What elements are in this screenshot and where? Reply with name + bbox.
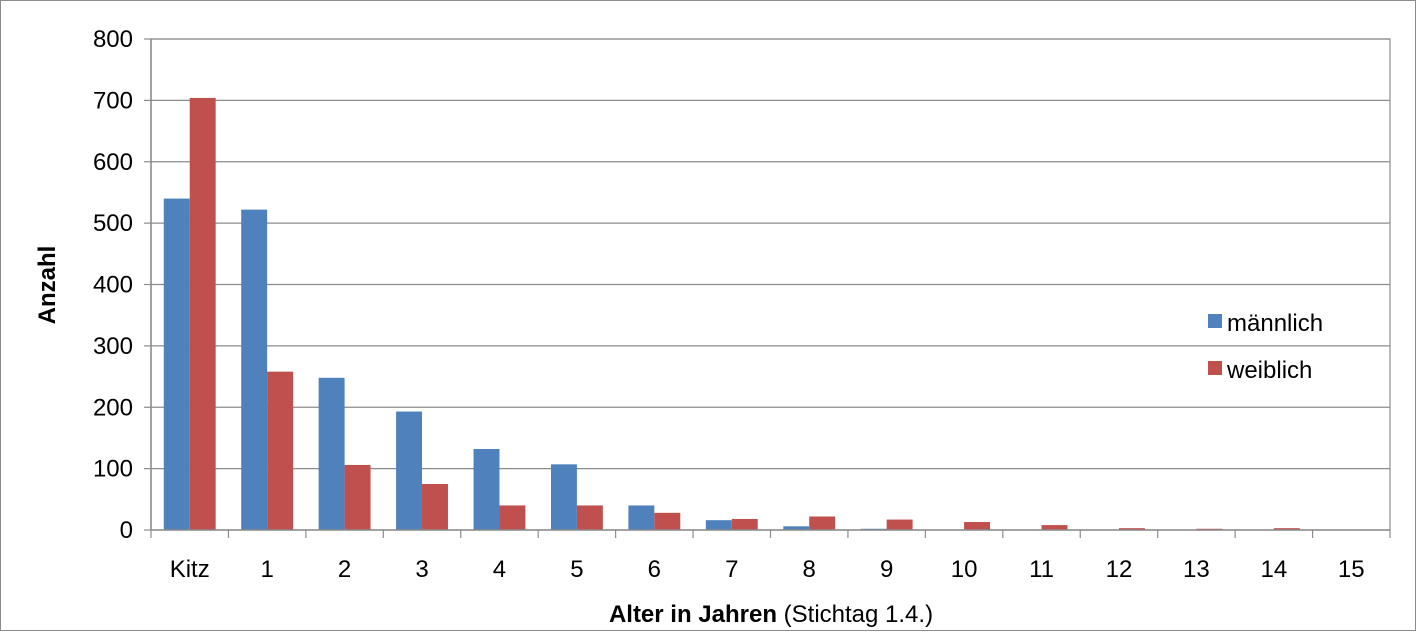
bar-weiblich	[731, 518, 758, 530]
x-tick-label: 6	[648, 556, 661, 583]
x-tick-label: 7	[725, 556, 738, 583]
bar-maennlich	[396, 411, 423, 530]
x-tick-label: 13	[1183, 556, 1210, 583]
x-tick-label: 12	[1106, 556, 1133, 583]
legend-label-maennlich: männlich	[1227, 310, 1323, 337]
x-axis-title-note: (Stichtag 1.4.)	[777, 601, 933, 628]
bar-weiblich	[1118, 528, 1145, 530]
x-tick-label: 10	[951, 556, 978, 583]
x-axis-title-main: Alter in Jahren	[609, 601, 777, 628]
x-tick-label: 14	[1260, 556, 1287, 583]
y-tick-label: 300	[93, 333, 133, 360]
bar-maennlich	[783, 526, 810, 530]
axes	[144, 38, 1391, 538]
x-tick-label: Kitz	[170, 556, 210, 583]
bar-weiblich	[886, 519, 913, 530]
x-tick-label: 2	[338, 556, 351, 583]
bar-maennlich	[241, 209, 268, 530]
bar-maennlich	[318, 377, 345, 530]
y-tick-label: 0	[120, 517, 133, 544]
x-tick-label: 3	[415, 556, 428, 583]
x-tick-label: 8	[803, 556, 816, 583]
legend-swatch-maennlich	[1208, 314, 1222, 328]
bar-weiblich	[189, 97, 216, 531]
y-tick-label: 100	[93, 456, 133, 483]
bar-weiblich	[964, 522, 991, 530]
y-tick-label: 400	[93, 272, 133, 299]
legend-swatch-weiblich	[1208, 361, 1222, 375]
x-tick-label: 5	[570, 556, 583, 583]
y-tick-label: 500	[93, 210, 133, 237]
x-tick-label: 11	[1029, 556, 1054, 583]
bar-weiblich	[1273, 528, 1300, 530]
bar-weiblich	[654, 512, 681, 530]
x-tick-label: 1	[260, 556, 273, 583]
bar-weiblich	[267, 371, 294, 530]
bar-weiblich	[499, 505, 526, 530]
x-tick-label: 4	[493, 556, 506, 583]
bar-maennlich	[163, 198, 190, 530]
x-tick-label: 15	[1338, 556, 1365, 583]
y-tick-label: 800	[93, 26, 133, 53]
x-tick-label: 9	[880, 556, 893, 583]
bar-weiblich	[344, 464, 371, 530]
bar-maennlich	[550, 464, 577, 530]
y-tick-labels: 0 100 200 300 400 500 600 700 800	[93, 26, 133, 544]
y-tick-label: 600	[93, 149, 133, 176]
bar-maennlich	[628, 505, 655, 530]
x-tick-labels: Kitz 1 2 3 4 5 6 7 8 9 10 11 12 13 14 15	[170, 556, 1365, 583]
bar-weiblich	[809, 516, 836, 530]
x-axis-title: Alter in Jahren (Stichtag 1.4.)	[609, 601, 933, 628]
bars	[163, 97, 1300, 531]
bar-weiblich	[576, 505, 603, 530]
legend: männlich weiblich	[1208, 310, 1323, 384]
y-tick-label: 700	[93, 87, 133, 114]
y-tick-label: 200	[93, 394, 133, 421]
y-axis-title: Anzahl	[34, 246, 61, 325]
bar-maennlich	[473, 448, 500, 530]
bar-maennlich	[705, 520, 732, 530]
bar-weiblich	[1041, 525, 1068, 530]
legend-label-weiblich: weiblich	[1226, 357, 1312, 384]
bar-weiblich	[422, 483, 448, 530]
